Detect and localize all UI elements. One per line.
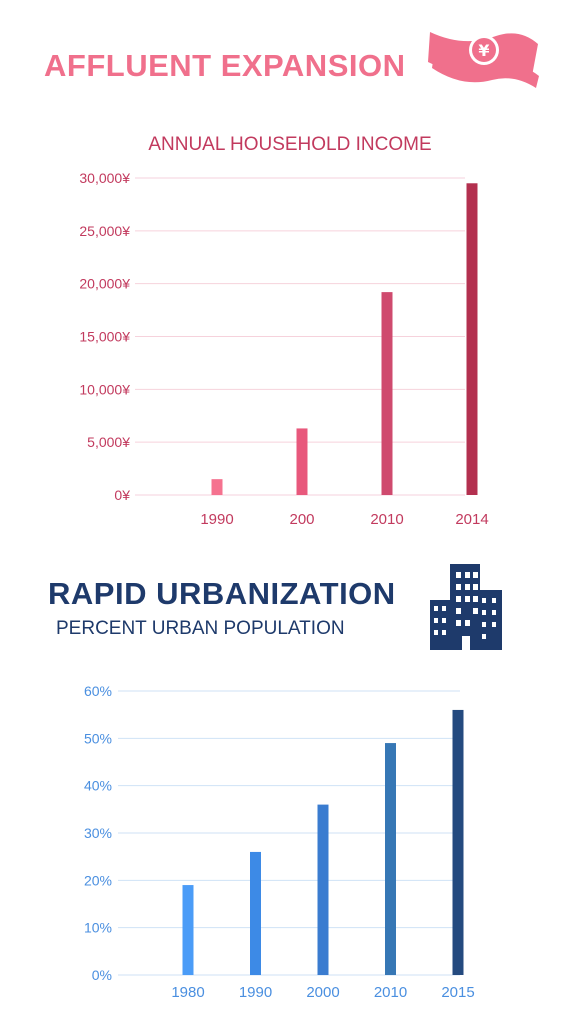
x-tick-label: 2010 — [370, 511, 403, 528]
bar — [317, 804, 329, 975]
x-tick-label: 200 — [289, 511, 314, 528]
income-chart-subtitle: ANNUAL HOUSEHOLD INCOME — [148, 134, 432, 155]
svg-text:¥: ¥ — [478, 41, 489, 60]
bar — [182, 885, 194, 975]
y-tick-label: 15,000¥ — [79, 329, 130, 345]
y-tick-label: 30,000¥ — [79, 170, 130, 186]
bar — [211, 479, 223, 495]
bar — [466, 183, 478, 496]
y-tick-label: 25,000¥ — [79, 223, 130, 239]
city-buildings-icon — [430, 564, 502, 650]
bar — [381, 292, 393, 495]
affluent-expansion-title: AFFLUENT EXPANSION — [44, 48, 406, 83]
bar — [250, 851, 261, 975]
rapid-urbanization-title: RAPID URBANIZATION — [48, 576, 396, 611]
x-tick-label: 1990 — [239, 984, 272, 1001]
x-tick-label: 2014 — [455, 511, 488, 528]
y-tick-label: 20% — [84, 872, 112, 888]
bar — [385, 743, 396, 975]
x-tick-label: 2000 — [306, 984, 339, 1001]
y-tick-label: 30% — [84, 825, 112, 841]
urban-chart-subtitle: PERCENT URBAN POPULATION — [56, 618, 345, 639]
y-tick-label: 0% — [92, 967, 112, 983]
x-tick-label: 1980 — [171, 984, 204, 1001]
x-tick-label: 2010 — [374, 984, 407, 1001]
yen-banknote-icon: ¥ — [428, 32, 539, 88]
x-tick-label: 2015 — [441, 984, 474, 1001]
y-tick-label: 10,000¥ — [79, 381, 130, 397]
income-bar-chart: 0¥ 5,000¥ 10,000¥ 15,000¥ 20,000¥ 25,000¥ 30,0… — [79, 170, 488, 528]
y-tick-label: 5,000¥ — [87, 434, 130, 450]
x-tick-label: 1990 — [200, 511, 233, 528]
y-tick-label: 60% — [84, 683, 112, 699]
y-tick-label: 40% — [84, 778, 112, 794]
y-tick-label: 0¥ — [114, 487, 130, 503]
y-tick-label: 10% — [84, 920, 112, 936]
bar — [452, 709, 464, 975]
y-tick-label: 50% — [84, 730, 112, 746]
bar — [296, 428, 308, 495]
y-tick-label: 20,000¥ — [79, 276, 130, 292]
